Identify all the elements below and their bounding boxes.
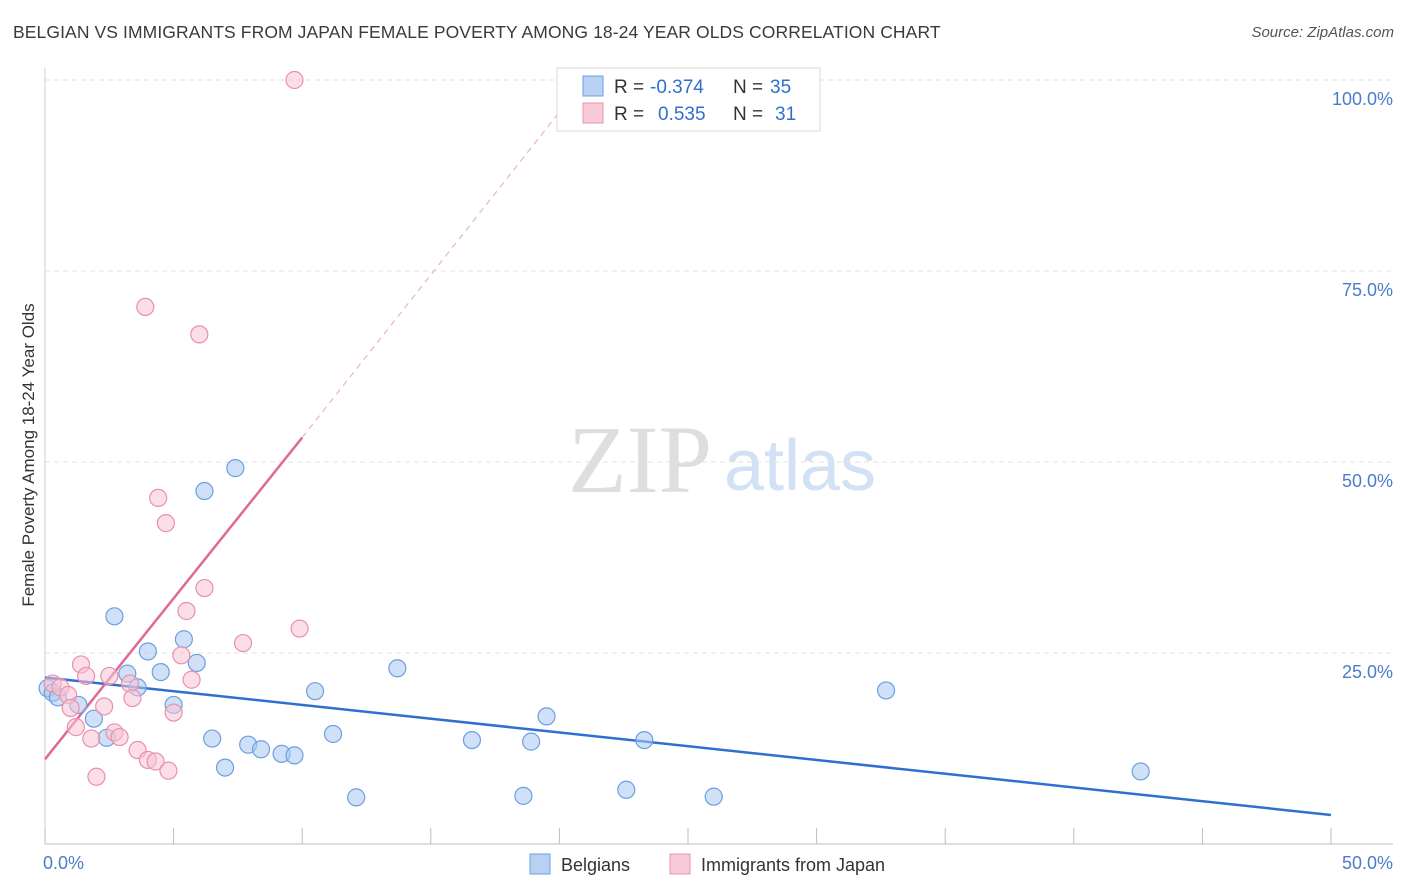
point-1-14 <box>123 688 142 708</box>
point-0-23 <box>323 724 343 744</box>
point-0-33 <box>876 681 896 700</box>
point-0-34 <box>1131 762 1150 781</box>
bottom-legend-swatch-japan <box>669 853 691 875</box>
point-0-26 <box>462 730 482 750</box>
trend-line-1 <box>44 436 304 760</box>
legend-r-label-japan: R = <box>614 104 644 125</box>
point-1-19 <box>149 488 168 508</box>
point-0-19 <box>251 740 271 759</box>
point-1-30 <box>182 670 201 689</box>
point-0-27 <box>514 786 533 805</box>
axes <box>44 68 1393 845</box>
source-label: Source: ZipAtlas.com <box>1251 24 1394 41</box>
trend-line-0 <box>44 676 1332 817</box>
watermark-zip: ZIP <box>568 406 712 513</box>
y-tick-label-2: 75.0% <box>1342 280 1393 300</box>
point-1-27 <box>233 633 253 653</box>
point-0-12 <box>174 630 193 649</box>
point-1-8 <box>87 767 106 786</box>
stats-legend: R = -0.374 N = 35 R = 0.535 N = 31 <box>556 67 821 132</box>
point-0-6 <box>105 607 124 626</box>
point-0-4 <box>84 709 103 728</box>
point-1-21 <box>159 761 178 780</box>
point-1-26 <box>195 578 214 598</box>
series-legend: Belgians Immigrants from Japan <box>529 853 885 875</box>
point-1-4 <box>66 718 85 737</box>
point-1-22 <box>164 703 183 722</box>
x-tick-labels: 0.0% 50.0% <box>43 853 1393 873</box>
point-1-29 <box>290 619 309 638</box>
y-tick-label-3: 100.0% <box>1332 89 1393 109</box>
point-0-29 <box>537 707 556 726</box>
point-0-30 <box>617 780 636 799</box>
legend-n-label-japan: N = <box>733 104 763 125</box>
point-0-13 <box>187 653 206 673</box>
point-1-7 <box>82 729 101 748</box>
bottom-legend-swatch-belgians <box>529 853 551 875</box>
chart-title: BELGIAN VS IMMIGRANTS FROM JAPAN FEMALE … <box>13 22 941 42</box>
point-0-10 <box>151 662 170 682</box>
legend-n-label-belgians: N = <box>733 77 763 98</box>
grid-lines <box>45 79 1393 654</box>
point-1-16 <box>136 297 155 317</box>
point-0-28 <box>522 732 541 751</box>
point-0-9 <box>138 642 157 661</box>
trend-line-ext-1 <box>301 111 560 438</box>
legend-r-value-belgians: -0.374 <box>650 77 704 98</box>
legend-r-value-japan: 0.535 <box>658 104 706 125</box>
point-0-15 <box>203 729 222 748</box>
y-tick-labels: 25.0% 50.0% 75.0% 100.0% <box>1332 89 1393 682</box>
point-0-14 <box>195 481 214 501</box>
legend-n-value-belgians: 35 <box>770 77 791 98</box>
point-1-28 <box>285 70 304 90</box>
point-1-23 <box>172 646 191 665</box>
bottom-legend-label-belgians: Belgians <box>561 855 630 875</box>
point-0-22 <box>305 682 325 701</box>
data-points <box>38 70 1150 807</box>
point-0-31 <box>635 730 654 750</box>
legend-r-label-belgians: R = <box>614 77 644 98</box>
point-0-16 <box>215 758 235 777</box>
legend-swatch-belgians <box>582 75 604 97</box>
point-1-6 <box>77 666 96 686</box>
y-tick-label-0: 25.0% <box>1342 662 1393 682</box>
point-0-32 <box>704 787 723 806</box>
point-0-24 <box>347 788 366 807</box>
x-tick-label-0: 0.0% <box>43 853 84 873</box>
point-1-25 <box>190 325 209 344</box>
point-1-10 <box>100 666 119 686</box>
watermark-atlas: atlas <box>724 426 876 506</box>
point-1-3 <box>61 698 80 718</box>
point-1-18 <box>146 752 165 771</box>
point-0-25 <box>388 659 407 678</box>
point-0-21 <box>285 746 304 765</box>
trend-lines <box>44 111 1332 817</box>
point-1-24 <box>177 601 196 621</box>
legend-swatch-japan <box>582 102 604 124</box>
point-1-9 <box>95 697 114 716</box>
bottom-legend-label-japan: Immigrants from Japan <box>701 855 885 875</box>
point-1-20 <box>156 514 175 533</box>
y-tick-label-1: 50.0% <box>1342 471 1393 491</box>
point-1-12 <box>110 727 129 747</box>
y-axis-label: Female Poverty Among 18-24 Year Olds <box>19 303 38 606</box>
x-tick-label-1: 50.0% <box>1342 853 1393 873</box>
legend-n-value-japan: 31 <box>775 104 796 125</box>
point-0-17 <box>226 459 245 478</box>
